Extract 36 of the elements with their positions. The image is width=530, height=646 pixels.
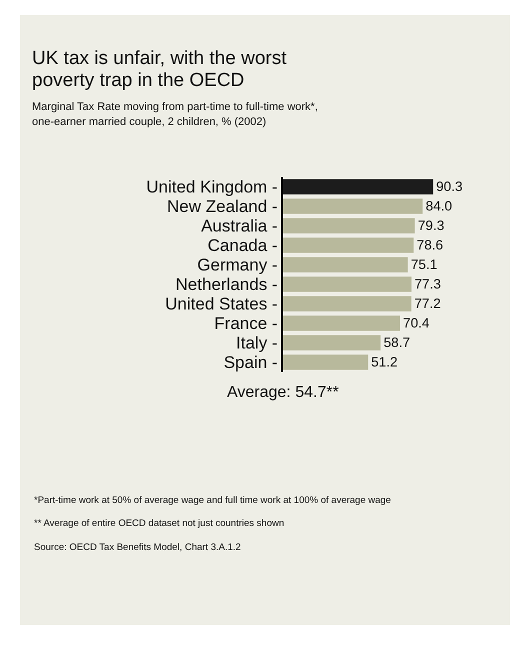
data-label: 77.3 — [414, 276, 441, 292]
y-tick-label: France - — [214, 314, 278, 334]
data-label: 78.6 — [416, 238, 444, 253]
y-tick-label: Netherlands - — [176, 275, 278, 294]
text: *Part-time work at 50% of average wage and full time work at 100% of average wage — [34, 495, 391, 506]
data-label: 79.3 — [418, 218, 444, 234]
y-tick-label: Australia - — [201, 216, 278, 236]
chart-title: UK tax is unfair, with the worst poverty trap in the OECD — [32, 48, 288, 92]
bar — [283, 316, 400, 331]
y-tick-label: New Zealand - — [167, 197, 278, 216]
bar — [283, 354, 368, 370]
y-tick-label: Italy - — [236, 334, 278, 353]
bar — [283, 198, 423, 214]
data-label: 51.2 — [371, 354, 398, 370]
bar — [283, 296, 412, 312]
y-tick-label: United States - — [165, 294, 278, 314]
data-label: 90.3 — [436, 179, 463, 194]
y-tick-label: Canada - — [208, 236, 278, 256]
text: Marginal Tax Rate moving from part-time to full-time work*, one-earner married couple, 2 children, % (2002) — [32, 100, 319, 130]
data-label: 58.7 — [384, 335, 410, 350]
text: Average: 54.7** — [227, 384, 339, 401]
y-tick-label: Germany - — [197, 256, 278, 275]
data-label: 84.0 — [426, 198, 453, 214]
source-note: Source: OECD Tax Benefits Model, Chart 3.A.1.2 — [34, 542, 241, 553]
data-label: 70.4 — [403, 316, 430, 331]
bar — [283, 276, 412, 292]
bar — [283, 335, 381, 350]
bar — [283, 218, 415, 234]
bar — [283, 179, 434, 194]
y-tick-label: United Kingdom - — [146, 178, 278, 197]
text: ** Average of entire OECD dataset not just countries shown — [34, 518, 284, 529]
bar — [283, 257, 408, 272]
data-label: 77.2 — [414, 296, 441, 312]
y-tick-label: Spain - — [224, 353, 278, 372]
data-label: 75.1 — [410, 257, 438, 272]
bar — [283, 238, 414, 253]
